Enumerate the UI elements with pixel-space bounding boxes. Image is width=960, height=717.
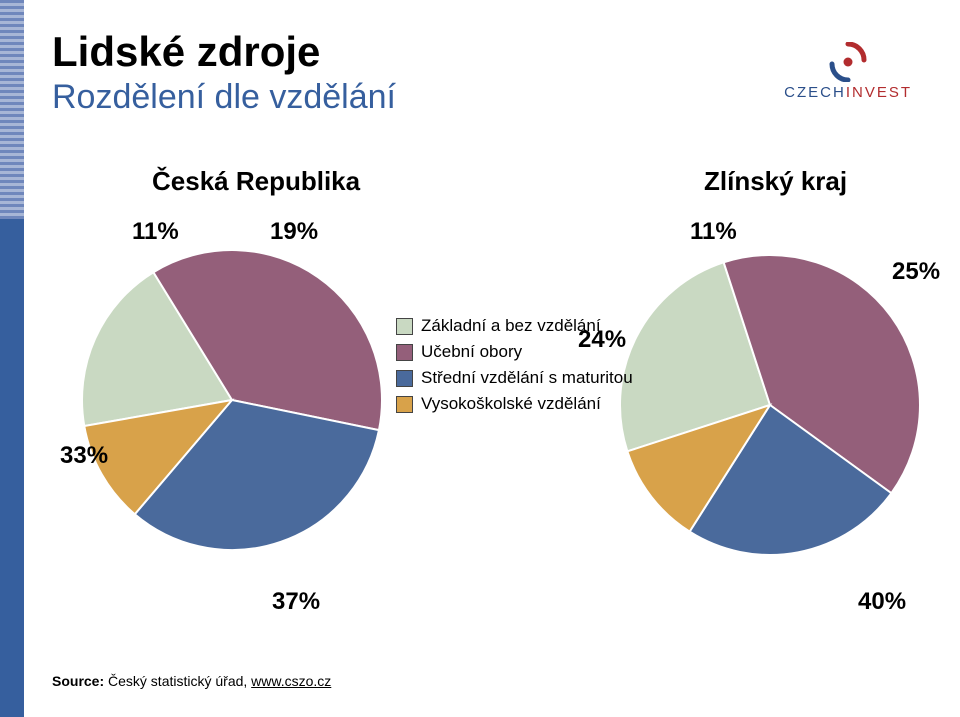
legend-swatch — [396, 396, 413, 413]
source-line: Source: Český statistický úřad, www.cszo… — [52, 673, 331, 689]
pie-slice-ucebni — [153, 250, 382, 430]
legend-label: Učební obory — [421, 342, 522, 362]
legend-row: Střední vzdělání s maturitou — [396, 368, 633, 388]
page-title: Lidské zdroje — [52, 28, 396, 76]
logo-icon — [826, 42, 870, 82]
logo-text-dark: CZECH — [784, 84, 846, 101]
legend: Základní a bez vzdělání Učební obory Střed… — [396, 310, 633, 420]
legend-label: Střední vzdělání s maturitou — [421, 368, 633, 388]
legend-label: Základní a bez vzdělání — [421, 316, 601, 336]
pct-label-zakladni: 19% — [270, 218, 318, 246]
side-stripe-hatched — [0, 0, 24, 219]
side-stripe — [0, 0, 24, 717]
source-body: Český statistický úřad, — [104, 673, 251, 689]
title-block: Lidské zdroje Rozdělení dle vzdělání — [52, 28, 396, 117]
legend-swatch — [396, 318, 413, 335]
pie-slice-zakladni — [620, 262, 770, 451]
pct-label-ucebni: 40% — [858, 588, 906, 616]
pct-label-zakladni: 25% — [892, 258, 940, 286]
pie-slice-vysoko — [627, 405, 770, 532]
source-prefix: Source: — [52, 673, 104, 689]
logo: CZECHINVEST — [784, 42, 912, 101]
legend-row: Základní a bez vzdělání — [396, 316, 633, 336]
legend-swatch — [396, 370, 413, 387]
pie-slice-zakladni — [82, 272, 232, 426]
chart-right-label: Zlínský kraj — [704, 166, 847, 197]
page-subtitle: Rozdělení dle vzdělání — [52, 78, 396, 117]
legend-swatch — [396, 344, 413, 361]
pie-slice-ucebni — [724, 255, 920, 493]
pct-label-vysoko: 11% — [690, 218, 737, 246]
chart-left-label: Česká Republika — [152, 166, 360, 197]
logo-text-red: INVEST — [846, 84, 912, 101]
legend-row: Vysokoškolské vzdělání — [396, 394, 633, 414]
side-stripe-solid — [0, 219, 24, 717]
source-link[interactable]: www.cszo.cz — [251, 673, 331, 689]
pie-slice-stredni — [135, 400, 379, 550]
pct-label-vysoko: 11% — [132, 218, 179, 246]
pct-label-stredni: 33% — [60, 442, 108, 470]
legend-label: Vysokoškolské vzdělání — [421, 394, 601, 414]
pie-slice-stredni — [690, 405, 892, 555]
pct-label-ucebni: 37% — [272, 588, 320, 616]
legend-row: Učební obory — [396, 342, 633, 362]
logo-text: CZECHINVEST — [784, 84, 912, 101]
